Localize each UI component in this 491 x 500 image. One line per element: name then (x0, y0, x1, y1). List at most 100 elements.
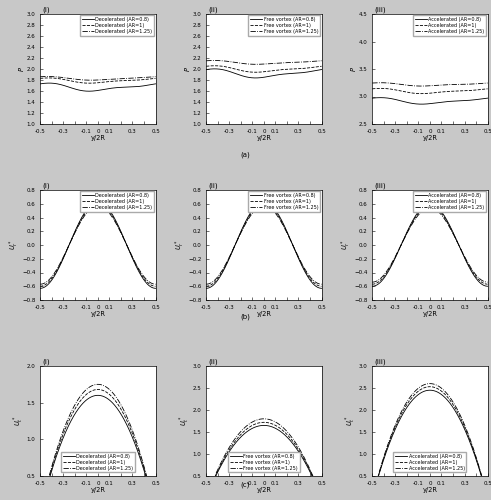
Accelerated (AR=1) (467, 437, 473, 443)
Decelerated (AR=1.25) (108, 212, 114, 218)
Legend: Accelerated (AR=0.8), Accelerated (AR=1), Accelerated (AR=1.25): Accelerated (AR=0.8), Accelerated (AR=1)… (413, 16, 486, 36)
Accelerated (AR=1) (438, 210, 444, 216)
Accelerated (AR=0.8) (440, 99, 446, 105)
Decelerated (AR=1) (135, 77, 141, 83)
Free vortex (AR=0.8) (261, 422, 267, 428)
Free vortex (AR=0.8) (308, 68, 314, 74)
Decelerated (AR=0.8) (107, 206, 112, 212)
Line: Accelerated (AR=0.8): Accelerated (AR=0.8) (372, 204, 488, 286)
Decelerated (AR=1.25) (142, 275, 148, 281)
Accelerated (AR=1) (440, 212, 446, 218)
Free vortex (AR=1) (273, 68, 278, 73)
Decelerated (AR=1.25) (38, 74, 44, 80)
Free vortex (AR=1.25) (204, 281, 210, 287)
Free vortex (AR=1.25) (301, 59, 307, 65)
Decelerated (AR=0.8) (107, 397, 112, 403)
Free vortex (AR=1.25) (308, 469, 314, 475)
Free vortex (AR=1.25) (203, 495, 209, 500)
Accelerated (AR=0.8) (467, 266, 473, 272)
Decelerated (AR=0.8) (135, 266, 141, 272)
Text: (iii): (iii) (375, 182, 386, 189)
Line: Accelerated (AR=1.25): Accelerated (AR=1.25) (372, 384, 488, 498)
Y-axis label: $U^*_r$: $U^*_r$ (339, 240, 353, 250)
Accelerated (AR=1) (370, 281, 376, 287)
Decelerated (AR=1) (142, 469, 148, 475)
Legend: Decelerated (AR=0.8), Decelerated (AR=1), Decelerated (AR=1.25): Decelerated (AR=0.8), Decelerated (AR=1)… (80, 192, 154, 212)
Accelerated (AR=0.8) (370, 494, 376, 500)
Free vortex (AR=0.8) (272, 206, 278, 212)
Accelerated (AR=1.25) (485, 279, 491, 285)
Decelerated (AR=1.25) (109, 76, 114, 82)
Free vortex (AR=1.25) (274, 420, 280, 426)
Accelerated (AR=0.8) (467, 97, 473, 103)
Accelerated (AR=1) (427, 384, 433, 390)
Accelerated (AR=1) (369, 281, 375, 287)
Free vortex (AR=0.8) (272, 425, 278, 431)
Decelerated (AR=1) (37, 76, 43, 82)
Decelerated (AR=0.8) (46, 80, 52, 86)
Free vortex (AR=1) (301, 456, 307, 462)
Free vortex (AR=1.25) (203, 281, 209, 287)
Decelerated (AR=1) (108, 211, 114, 217)
Decelerated (AR=1.25) (142, 468, 148, 473)
Decelerated (AR=1.25) (95, 203, 101, 209)
Decelerated (AR=1) (153, 283, 159, 289)
Decelerated (AR=1) (107, 78, 112, 84)
Free vortex (AR=1) (301, 66, 307, 71)
Accelerated (AR=0.8) (370, 283, 376, 289)
Accelerated (AR=0.8) (475, 96, 481, 102)
X-axis label: y/2R: y/2R (422, 487, 437, 493)
Decelerated (AR=1) (95, 201, 101, 207)
Line: Decelerated (AR=1.25): Decelerated (AR=1.25) (40, 206, 156, 284)
Free vortex (AR=1) (272, 422, 278, 428)
Decelerated (AR=1.25) (107, 76, 112, 82)
Accelerated (AR=1.25) (438, 212, 444, 218)
Decelerated (AR=0.8) (109, 85, 114, 91)
Free vortex (AR=0.8) (274, 72, 280, 78)
Text: (iii): (iii) (375, 358, 386, 365)
Decelerated (AR=1.25) (153, 74, 159, 80)
Accelerated (AR=1) (438, 210, 444, 216)
Accelerated (AR=0.8) (438, 208, 444, 214)
Decelerated (AR=1.25) (106, 210, 112, 216)
Decelerated (AR=0.8) (108, 210, 114, 216)
Line: Accelerated (AR=1.25): Accelerated (AR=1.25) (372, 208, 488, 282)
X-axis label: y/2R: y/2R (90, 311, 106, 318)
X-axis label: y/2R: y/2R (256, 311, 272, 318)
Decelerated (AR=1.25) (106, 386, 112, 392)
Line: Decelerated (AR=1.25): Decelerated (AR=1.25) (40, 384, 156, 500)
Free vortex (AR=0.8) (274, 210, 280, 216)
Decelerated (AR=1.25) (153, 281, 159, 287)
Free vortex (AR=0.8) (204, 286, 210, 292)
Y-axis label: P: P (185, 67, 191, 71)
Free vortex (AR=1.25) (204, 494, 210, 500)
Free vortex (AR=1.25) (301, 264, 307, 270)
Free vortex (AR=0.8) (273, 72, 278, 78)
Line: Free vortex (AR=1): Free vortex (AR=1) (206, 422, 322, 498)
Decelerated (AR=0.8) (95, 392, 101, 398)
Decelerated (AR=1) (107, 208, 112, 214)
Free vortex (AR=0.8) (203, 286, 209, 292)
Line: Decelerated (AR=0.8): Decelerated (AR=0.8) (40, 83, 156, 91)
Free vortex (AR=1) (203, 63, 209, 69)
Free vortex (AR=1) (273, 208, 278, 214)
Decelerated (AR=1.25) (135, 443, 141, 449)
Legend: Accelerated (AR=0.8), Accelerated (AR=1), Accelerated (AR=1.25): Accelerated (AR=0.8), Accelerated (AR=1)… (413, 192, 486, 212)
Accelerated (AR=1.25) (369, 495, 375, 500)
Text: (i): (i) (43, 182, 50, 189)
Line: Free vortex (AR=1.25): Free vortex (AR=1.25) (206, 60, 322, 64)
Free vortex (AR=1.25) (273, 419, 278, 425)
Accelerated (AR=1) (474, 275, 480, 281)
Accelerated (AR=1) (485, 495, 491, 500)
X-axis label: y/2R: y/2R (90, 135, 106, 141)
Free vortex (AR=0.8) (319, 286, 325, 292)
Free vortex (AR=1.25) (273, 210, 278, 216)
Decelerated (AR=0.8) (135, 84, 141, 89)
Line: Decelerated (AR=0.8): Decelerated (AR=0.8) (40, 396, 156, 500)
Free vortex (AR=1) (212, 62, 218, 68)
Free vortex (AR=1) (204, 283, 210, 289)
Free vortex (AR=1.25) (274, 212, 280, 218)
Legend: Accelerated (AR=0.8), Accelerated (AR=1), Accelerated (AR=1.25): Accelerated (AR=0.8), Accelerated (AR=1)… (393, 452, 466, 472)
Free vortex (AR=1) (319, 63, 325, 69)
Accelerated (AR=1) (475, 87, 481, 93)
